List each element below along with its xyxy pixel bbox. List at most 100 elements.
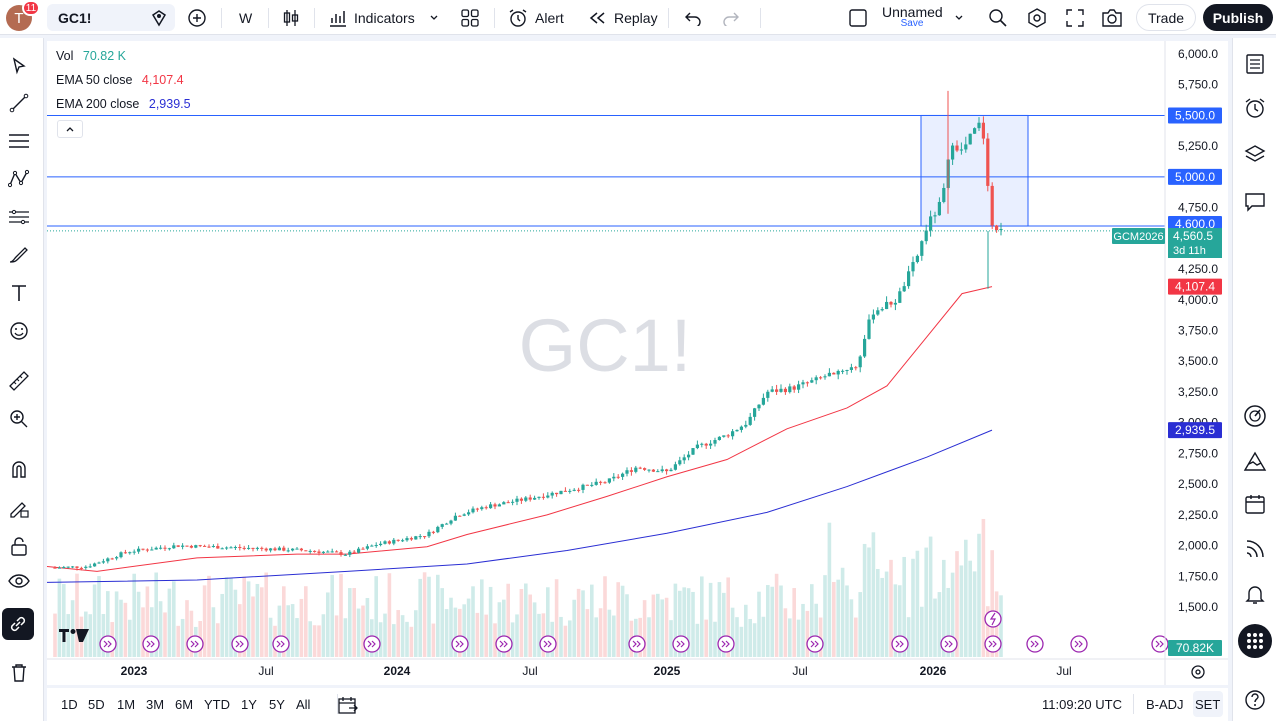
interval-button[interactable]: W <box>239 0 252 35</box>
volume-bar <box>977 533 981 657</box>
legend-collapse-button[interactable] <box>57 120 83 138</box>
dividend-event-marker[interactable] <box>806 635 824 653</box>
volume-bar <box>686 588 691 657</box>
drawing-mode-tool[interactable] <box>4 493 34 523</box>
news-widget[interactable] <box>1240 534 1270 564</box>
timeframe-3m[interactable]: 3M <box>146 697 165 712</box>
zoom-in-tool[interactable] <box>4 404 34 434</box>
trend-line-tool[interactable] <box>4 88 34 118</box>
dividend-event-marker[interactable] <box>539 635 557 653</box>
timeframe-5y[interactable]: 5Y <box>269 697 285 712</box>
tradingview-logo[interactable] <box>59 629 89 642</box>
layout-button[interactable] <box>848 0 868 35</box>
ideas-widget[interactable] <box>1240 446 1270 476</box>
magnet-tool[interactable] <box>4 454 34 484</box>
measure-tool[interactable] <box>4 366 34 396</box>
trade-button[interactable]: Trade <box>1136 4 1196 31</box>
timeframe-1y[interactable]: 1Y <box>241 697 257 712</box>
candle-body <box>132 551 136 553</box>
dividend-event-marker[interactable] <box>495 635 513 653</box>
volume-bar <box>176 625 180 657</box>
dividend-event-marker[interactable] <box>231 635 249 653</box>
layout-menu-button[interactable] <box>954 0 964 35</box>
symbol-data-icon[interactable] <box>150 9 168 27</box>
volume-bar <box>418 578 422 657</box>
horizontal-lines[interactable] <box>47 114 1165 232</box>
dividend-event-marker[interactable] <box>891 635 909 653</box>
legend-ema200[interactable]: EMA 200 close 2,939.5 <box>56 97 191 111</box>
fullscreen-button[interactable] <box>1066 0 1084 35</box>
indicators-button[interactable]: Indicators <box>328 0 439 35</box>
pattern-tool[interactable] <box>4 164 34 194</box>
emoji-tool[interactable] <box>4 316 34 346</box>
chart-type-button[interactable] <box>282 0 300 35</box>
technicals-widget[interactable] <box>1240 401 1270 431</box>
clock[interactable]: 11:09:20 UTC <box>1042 697 1122 712</box>
legend-volume[interactable]: Vol 70.82 K <box>56 49 126 63</box>
fib-tool[interactable] <box>4 126 34 156</box>
dividend-event-marker[interactable] <box>451 635 469 653</box>
dividend-event-marker[interactable] <box>1151 635 1169 653</box>
timeframe-5d[interactable]: 5D <box>88 697 105 712</box>
dividend-event-marker[interactable] <box>940 635 958 653</box>
object-tree-widget[interactable] <box>1240 140 1270 170</box>
dividend-event-marker[interactable] <box>186 635 204 653</box>
earnings-flash-marker[interactable] <box>984 610 1002 628</box>
timeframe-1m[interactable]: 1M <box>117 697 136 712</box>
timeframe-all[interactable]: All <box>296 697 311 712</box>
dividend-event-marker[interactable] <box>363 635 381 653</box>
redo-button[interactable] <box>722 0 740 35</box>
volume-bar <box>563 625 568 657</box>
quick-search-button[interactable] <box>988 0 1008 35</box>
legend-ema50[interactable]: EMA 50 close 4,107.4 <box>56 73 184 87</box>
replay-button[interactable]: Replay <box>588 0 658 35</box>
compare-symbol-button[interactable] <box>187 0 207 35</box>
calendar-widget[interactable] <box>1240 489 1270 519</box>
cursor-tool[interactable] <box>4 51 34 81</box>
time-axis[interactable]: 2023 Jul 2024 Jul 2025 Jul 2026 Jul <box>121 664 1072 678</box>
dividend-event-marker[interactable] <box>99 635 117 653</box>
dividend-event-marker[interactable] <box>672 635 690 653</box>
timeframe-6m[interactable]: 6M <box>175 697 194 712</box>
dividend-event-marker[interactable] <box>1070 635 1088 653</box>
dividend-event-marker[interactable] <box>272 635 290 653</box>
remove-drawings-tool[interactable] <box>4 658 34 688</box>
brush-tool[interactable] <box>4 240 34 270</box>
sync-drawings-tool[interactable] <box>2 608 34 640</box>
adjustment-toggle[interactable]: B-ADJ <box>1146 697 1184 712</box>
volume-bar <box>114 591 119 657</box>
text-tool[interactable] <box>4 278 34 308</box>
hide-drawings-tool[interactable] <box>4 566 34 596</box>
notifications-widget[interactable] <box>1240 579 1270 609</box>
price-axis[interactable]: 6,000.0 5,750.0 5,250.0 4,750.0 4,250.0 4,000… <box>1178 47 1218 614</box>
help-widget[interactable] <box>1240 685 1270 715</box>
publish-button[interactable]: Publish <box>1203 4 1273 31</box>
layout-name-group[interactable]: Unnamed Save <box>882 4 943 29</box>
date-range-button[interactable] <box>337 695 359 718</box>
alerts-widget[interactable] <box>1240 93 1270 123</box>
dividend-event-marker[interactable] <box>628 635 646 653</box>
dividend-event-marker[interactable] <box>717 635 735 653</box>
undo-button[interactable] <box>684 0 702 35</box>
price-chart[interactable]: GC1! 6,000.0 5,750.0 5,250.0 4,750.0 4,250.0… <box>47 41 1228 685</box>
alert-button[interactable]: Alert <box>507 0 564 35</box>
settings-gear-icon[interactable] <box>1191 665 1205 679</box>
session-toggle[interactable]: SET <box>1195 697 1221 712</box>
timeframe-1d[interactable]: 1D <box>61 697 78 712</box>
chat-widget[interactable] <box>1240 187 1270 217</box>
timeframe-ytd[interactable]: YTD <box>204 697 230 712</box>
volume-bar <box>405 621 409 657</box>
forecast-tool[interactable] <box>4 202 34 232</box>
products-menu[interactable] <box>1238 624 1272 658</box>
dividend-event-marker[interactable] <box>984 635 1002 653</box>
dividend-event-marker[interactable] <box>1026 635 1044 653</box>
templates-button[interactable] <box>461 0 479 35</box>
snapshot-button[interactable] <box>1101 0 1123 35</box>
lock-drawings-tool[interactable] <box>4 531 34 561</box>
volume-bar <box>374 576 378 657</box>
symbol-search[interactable]: GC1! <box>47 4 175 31</box>
dividend-event-marker[interactable] <box>142 635 160 653</box>
settings-button[interactable] <box>1027 0 1047 35</box>
watchlist-widget[interactable] <box>1240 49 1270 79</box>
chart-pane[interactable]: GC1! 6,000.0 5,750.0 5,250.0 4,750.0 4,250.0… <box>47 41 1228 685</box>
